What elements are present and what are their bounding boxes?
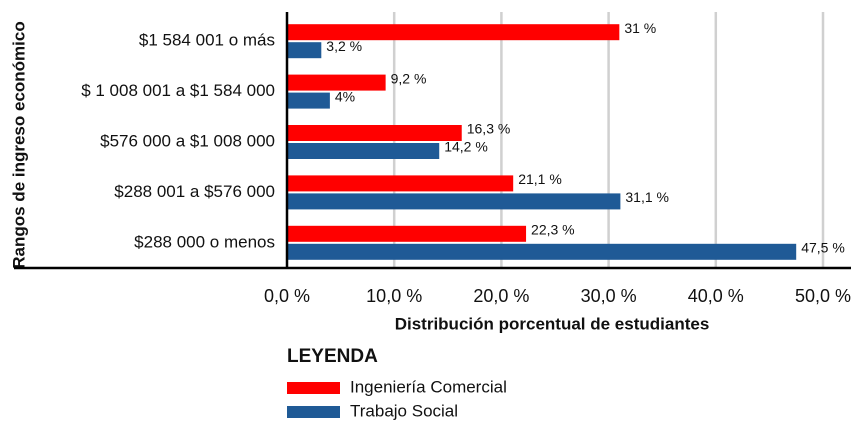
bar [287, 143, 440, 159]
y-tick-label: $288 000 o menos [134, 232, 275, 251]
bar [287, 193, 621, 210]
bar [287, 125, 462, 141]
legend-label: Trabajo Social [350, 401, 458, 420]
x-tick-label: 50,0 % [795, 286, 851, 306]
y-tick-label: $576 000 a $1 008 000 [100, 131, 275, 150]
y-tick-label: $ 1 008 001 a $1 584 000 [81, 81, 275, 100]
x-tick-label: 10,0 % [366, 286, 422, 306]
x-tick-label: 40,0 % [688, 286, 744, 306]
legend-swatch [287, 382, 340, 394]
bar [287, 225, 527, 242]
y-axis-label: Rangos de ingreso económico [9, 21, 28, 269]
y-tick-label: $1 584 001 o más [139, 31, 275, 50]
bar [287, 42, 322, 59]
bar [287, 243, 797, 260]
value-label: 31 % [624, 20, 656, 36]
value-label: 9,2 % [391, 70, 427, 86]
bar [287, 175, 514, 192]
x-tick-label: 20,0 % [473, 286, 529, 306]
x-tick-label: 0,0 % [264, 286, 310, 306]
value-label: 22,3 % [531, 222, 575, 238]
bar [287, 74, 386, 91]
bar [287, 24, 620, 41]
value-label: 14,2 % [444, 139, 488, 155]
legend-title: LEYENDA [287, 346, 378, 367]
value-label: 3,2 % [326, 38, 362, 54]
value-label: 16,3 % [467, 121, 511, 137]
value-label: 31,1 % [625, 189, 669, 205]
legend-label: Ingeniería Comercial [350, 377, 507, 396]
x-tick-label: 30,0 % [581, 286, 637, 306]
value-label: 21,1 % [518, 171, 562, 187]
x-axis-label: Distribución porcentual de estudiantes [395, 314, 710, 333]
value-label: 47,5 % [801, 240, 845, 256]
bar [287, 92, 330, 109]
value-label: 4% [335, 88, 355, 104]
y-tick-label: $288 001 a $576 000 [114, 182, 275, 201]
legend-swatch [287, 406, 340, 418]
